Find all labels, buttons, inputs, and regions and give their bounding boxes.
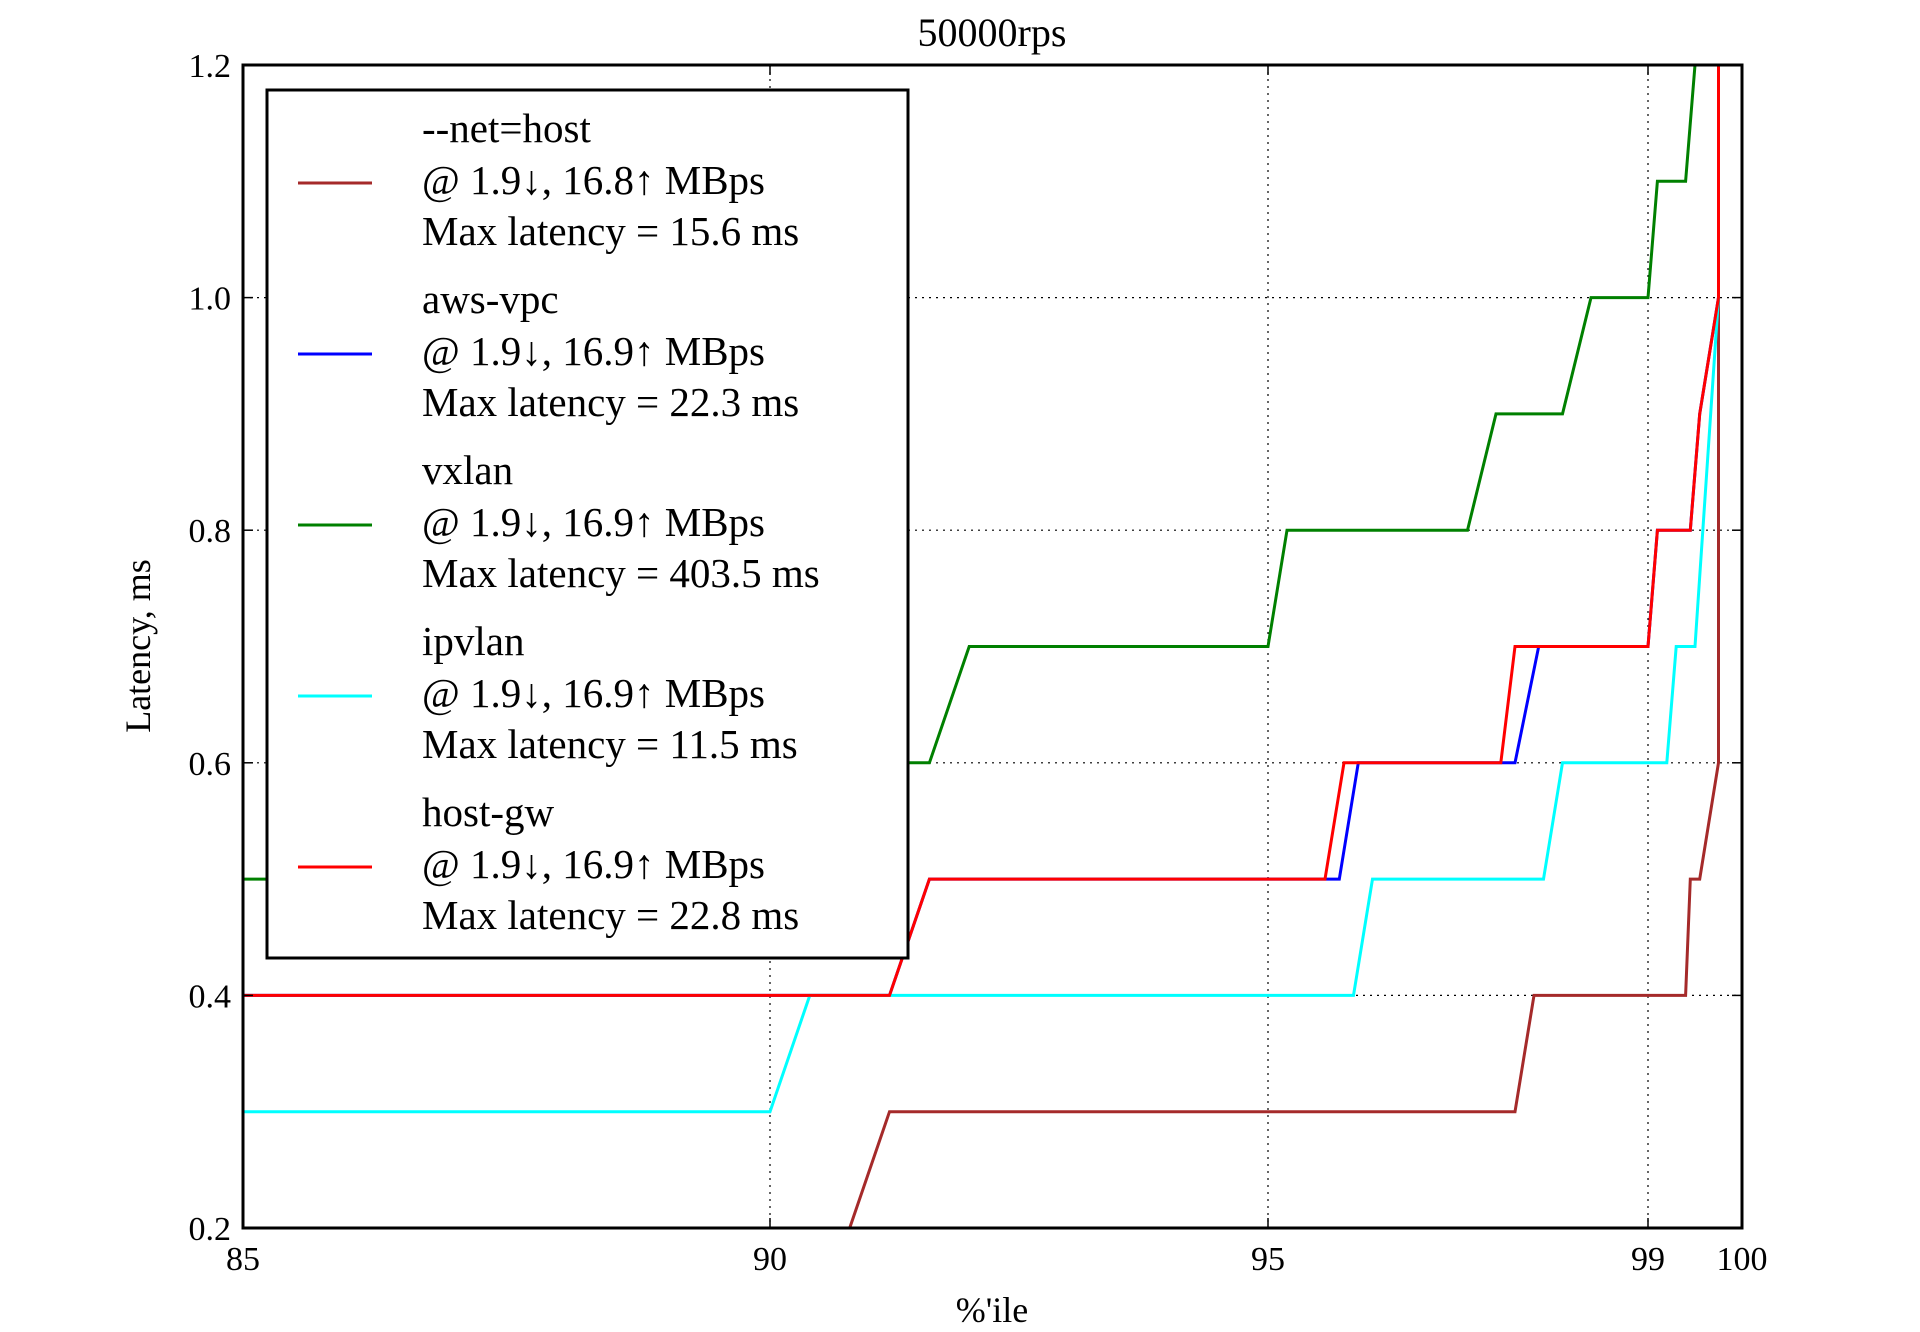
series-line-net-host: [848, 65, 1720, 1228]
x-axis-label: %'ile: [956, 1290, 1028, 1330]
legend-max-latency: Max latency = 22.3 ms: [422, 379, 799, 425]
legend-throughput: @ 1.9↓, 16.9↑ MBps: [422, 328, 765, 374]
series-line-ipvlan: [243, 65, 1720, 1114]
x-tick-label: 95: [1251, 1241, 1285, 1278]
legend-max-latency: Max latency = 403.5 ms: [422, 550, 820, 596]
y-tick-label: 0.2: [189, 1211, 232, 1248]
legend-throughput: @ 1.9↓, 16.9↑ MBps: [422, 670, 765, 716]
legend-name: aws-vpc: [422, 276, 559, 322]
legend-throughput: @ 1.9↓, 16.9↑ MBps: [422, 841, 765, 887]
x-tick-label: 85: [226, 1241, 260, 1278]
x-tick-label: 100: [1717, 1241, 1768, 1278]
legend-box: [265, 88, 910, 960]
legend-max-latency: Max latency = 22.8 ms: [422, 892, 799, 938]
y-tick-label: 0.6: [189, 746, 232, 783]
x-tick-label: 90: [753, 1241, 787, 1278]
x-tick-label: 99: [1631, 1241, 1665, 1278]
legend-name: --net=host: [422, 105, 591, 151]
legend-name: vxlan: [422, 447, 513, 493]
y-tick-label: 1.0: [189, 281, 232, 318]
y-tick-label: 0.8: [189, 513, 232, 550]
series-line-host-gw: [243, 65, 1720, 997]
plot-frame: [241, 63, 1744, 1230]
y-tick-label: 0.4: [189, 978, 232, 1015]
chart-title: 50000rps: [918, 10, 1067, 55]
legend-max-latency: Max latency = 11.5 ms: [422, 721, 798, 767]
legend-name: host-gw: [422, 789, 555, 835]
axis-ticks: 85 90 95 99 100 0.2 0.4 0.6 0.8 1.0 1.2: [189, 48, 1768, 1278]
y-axis-label: Latency, ms: [118, 559, 158, 733]
y-tick-label: 1.2: [189, 48, 232, 85]
legend: --net=host @ 1.9↓, 16.8↑ MBps Max latency …: [265, 88, 910, 960]
legend-max-latency: Max latency = 15.6 ms: [422, 208, 799, 254]
legend-name: ipvlan: [422, 618, 524, 664]
legend-throughput: @ 1.9↓, 16.8↑ MBps: [422, 157, 765, 203]
legend-throughput: @ 1.9↓, 16.9↑ MBps: [422, 499, 765, 545]
